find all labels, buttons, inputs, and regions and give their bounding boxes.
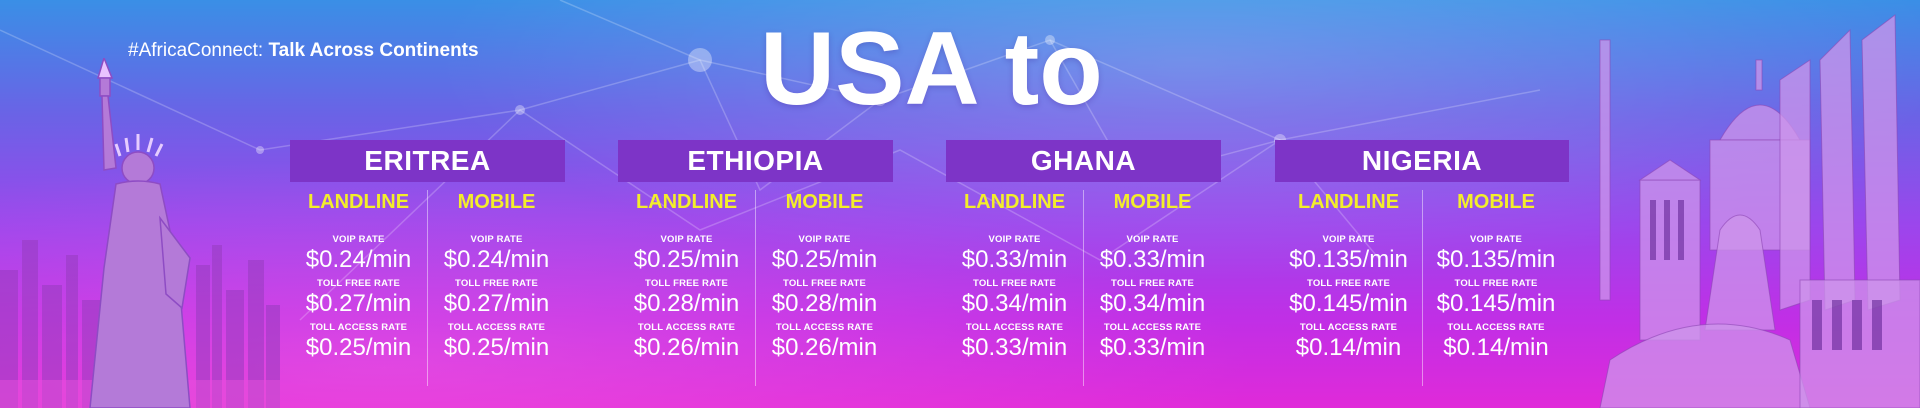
toll-access-rate-label: TOLL ACCESS RATE — [1103, 322, 1202, 333]
toll-free-rate-label: TOLL FREE RATE — [972, 278, 1057, 289]
mobile-rates-column: MOBILE VOIP RATE $0.24/min TOLL FREE RAT… — [428, 190, 565, 362]
toll-access-rate-value: $0.25/min — [443, 334, 550, 361]
voip-rate-label: VOIP RATE — [1469, 234, 1523, 245]
toll-free-rate-value: $0.145/min — [1436, 290, 1556, 317]
voip-rate-label: VOIP RATE — [988, 234, 1041, 245]
voip-rate-label: VOIP RATE — [1126, 234, 1179, 245]
voip-rate-value: $0.135/min — [1289, 246, 1408, 273]
toll-access-rate-value: $0.26/min — [771, 334, 878, 361]
toll-access-rate-value: $0.25/min — [305, 334, 412, 361]
statue-of-liberty-image — [89, 58, 191, 408]
toll-free-rate-label: TOLL FREE RATE — [782, 278, 867, 289]
campaign-hashtag: #AfricaConnect: Talk Across Continents — [128, 40, 479, 62]
toll-free-rate-value: $0.145/min — [1289, 290, 1408, 317]
line-type-label: LANDLINE — [1297, 191, 1400, 213]
column-divider — [755, 190, 756, 386]
toll-free-rate-value: $0.28/min — [633, 290, 740, 317]
line-type-label: LANDLINE — [307, 191, 410, 213]
line-type-label: MOBILE — [1113, 191, 1192, 213]
line-type-label: LANDLINE — [963, 191, 1066, 213]
voip-rate-label: VOIP RATE — [332, 234, 385, 245]
toll-access-rate-value: $0.33/min — [1099, 334, 1206, 361]
african-monuments-image — [1599, 14, 1920, 408]
voip-rate-value: $0.24/min — [443, 246, 550, 273]
toll-access-rate-label: TOLL ACCESS RATE — [447, 322, 546, 333]
column-divider — [427, 190, 428, 386]
toll-access-rate-label: TOLL ACCESS RATE — [1447, 322, 1545, 333]
hashtag-tagline: Talk Across Continents — [268, 40, 479, 61]
country-card-nigeria: NIGERIA LANDLINE VOIP RATE $0.135/min TO… — [1275, 140, 1569, 400]
voip-rate-value: $0.33/min — [961, 246, 1068, 273]
toll-free-rate-label: TOLL FREE RATE — [1306, 278, 1391, 289]
toll-free-rate-value: $0.34/min — [961, 290, 1068, 317]
voip-rate-label: VOIP RATE — [798, 234, 851, 245]
country-name: ERITREA — [290, 140, 565, 182]
line-type-label: MOBILE — [457, 191, 536, 213]
toll-access-rate-label: TOLL ACCESS RATE — [965, 322, 1064, 333]
voip-rate-label: VOIP RATE — [1322, 234, 1375, 245]
toll-free-rate-label: TOLL FREE RATE — [316, 278, 401, 289]
hashtag-prefix: #AfricaConnect: — [128, 40, 264, 61]
landline-rates-column: LANDLINE VOIP RATE $0.24/min TOLL FREE R… — [290, 190, 427, 362]
mobile-rates-column: MOBILE VOIP RATE $0.33/min TOLL FREE RAT… — [1084, 190, 1221, 362]
voip-rate-label: VOIP RATE — [470, 234, 523, 245]
mobile-rates-column: MOBILE VOIP RATE $0.25/min TOLL FREE RAT… — [756, 190, 893, 362]
country-card-eritrea: ERITREA LANDLINE VOIP RATE $0.24/min TOL… — [290, 140, 565, 400]
voip-rate-value: $0.135/min — [1436, 246, 1556, 273]
toll-free-rate-label: TOLL FREE RATE — [644, 278, 729, 289]
country-name: ETHIOPIA — [618, 140, 893, 182]
voip-rate-value: $0.33/min — [1099, 246, 1206, 273]
voip-rate-label: VOIP RATE — [660, 234, 713, 245]
toll-access-rate-value: $0.26/min — [633, 334, 740, 361]
toll-free-rate-value: $0.34/min — [1099, 290, 1206, 317]
toll-access-rate-value: $0.33/min — [961, 334, 1068, 361]
landline-rates-column: LANDLINE VOIP RATE $0.135/min TOLL FREE … — [1275, 190, 1422, 362]
toll-access-rate-label: TOLL ACCESS RATE — [775, 322, 874, 333]
country-name: NIGERIA — [1275, 140, 1569, 182]
column-divider — [1083, 190, 1084, 386]
toll-access-rate-label: TOLL ACCESS RATE — [1299, 322, 1398, 333]
voip-rate-value: $0.24/min — [305, 246, 412, 273]
mobile-rates-column: MOBILE VOIP RATE $0.135/min TOLL FREE RA… — [1423, 190, 1569, 362]
line-type-label: MOBILE — [785, 191, 864, 213]
landline-rates-column: LANDLINE VOIP RATE $0.33/min TOLL FREE R… — [946, 190, 1083, 362]
voip-rate-value: $0.25/min — [771, 246, 878, 273]
voip-rate-value: $0.25/min — [633, 246, 740, 273]
toll-free-rate-value: $0.28/min — [771, 290, 878, 317]
toll-free-rate-value: $0.27/min — [305, 290, 412, 317]
landline-rates-column: LANDLINE VOIP RATE $0.25/min TOLL FREE R… — [618, 190, 755, 362]
toll-access-rate-label: TOLL ACCESS RATE — [637, 322, 736, 333]
toll-access-rate-label: TOLL ACCESS RATE — [309, 322, 408, 333]
toll-free-rate-value: $0.27/min — [443, 290, 550, 317]
toll-access-rate-value: $0.14/min — [1443, 334, 1549, 361]
toll-free-rate-label: TOLL FREE RATE — [454, 278, 539, 289]
country-name: GHANA — [946, 140, 1221, 182]
line-type-label: LANDLINE — [635, 191, 738, 213]
toll-free-rate-label: TOLL FREE RATE — [1454, 278, 1538, 289]
page-title: USA to — [760, 11, 1103, 127]
column-divider — [1422, 190, 1423, 386]
country-card-ethiopia: ETHIOPIA LANDLINE VOIP RATE $0.25/min TO… — [618, 140, 893, 400]
country-card-ghana: GHANA LANDLINE VOIP RATE $0.33/min TOLL … — [946, 140, 1221, 400]
toll-access-rate-value: $0.14/min — [1295, 334, 1402, 361]
line-type-label: MOBILE — [1457, 191, 1535, 213]
toll-free-rate-label: TOLL FREE RATE — [1110, 278, 1195, 289]
